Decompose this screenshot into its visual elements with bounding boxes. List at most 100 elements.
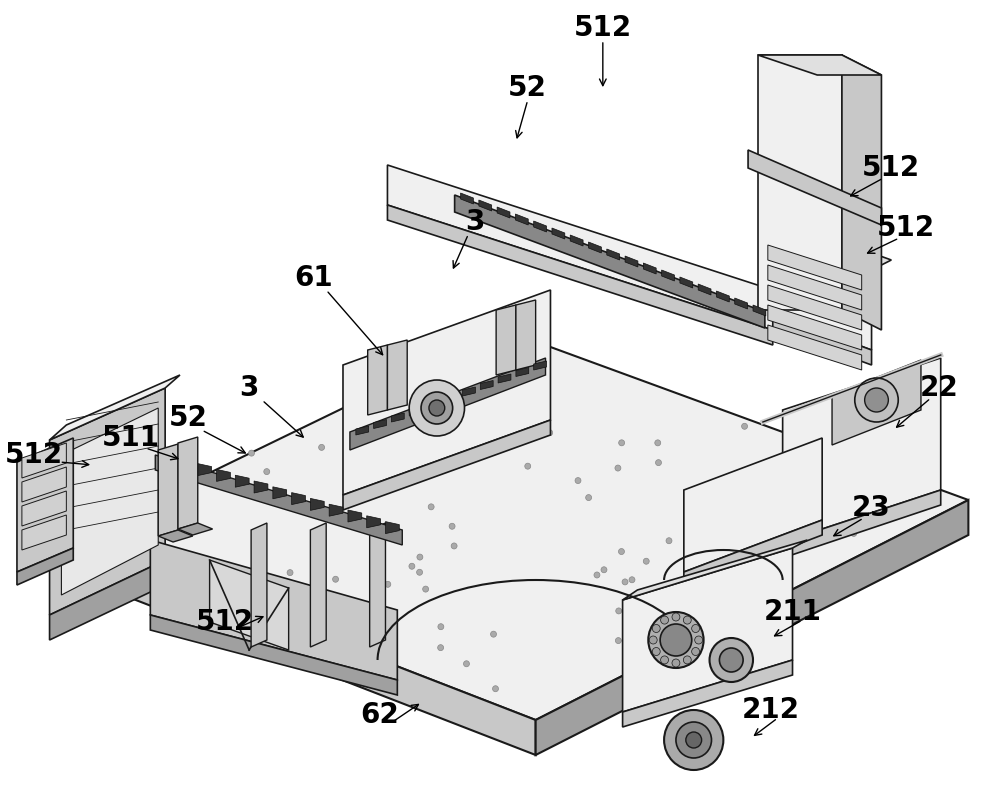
Polygon shape — [455, 195, 765, 328]
Polygon shape — [71, 540, 536, 755]
Circle shape — [683, 656, 691, 664]
Polygon shape — [150, 540, 397, 680]
Circle shape — [710, 638, 753, 682]
Polygon shape — [534, 361, 547, 370]
Polygon shape — [350, 358, 546, 450]
Polygon shape — [480, 380, 493, 389]
Circle shape — [385, 582, 391, 587]
Text: 512: 512 — [195, 608, 253, 636]
Text: 212: 212 — [742, 696, 800, 724]
Polygon shape — [427, 400, 440, 409]
Polygon shape — [570, 235, 583, 246]
Polygon shape — [22, 515, 66, 550]
Polygon shape — [763, 230, 872, 350]
Polygon shape — [515, 214, 528, 225]
Circle shape — [575, 477, 581, 484]
Circle shape — [249, 450, 254, 456]
Polygon shape — [753, 305, 766, 316]
Polygon shape — [374, 420, 386, 429]
Text: 512: 512 — [862, 154, 920, 182]
Circle shape — [421, 392, 453, 424]
Polygon shape — [735, 298, 748, 309]
Polygon shape — [536, 500, 968, 755]
Circle shape — [264, 469, 270, 475]
Circle shape — [615, 465, 621, 471]
Polygon shape — [391, 413, 404, 422]
Polygon shape — [50, 388, 165, 615]
Circle shape — [586, 494, 592, 501]
Circle shape — [661, 616, 669, 624]
Text: 62: 62 — [360, 701, 399, 729]
Polygon shape — [498, 374, 511, 383]
Polygon shape — [763, 310, 872, 365]
Circle shape — [735, 533, 741, 540]
Polygon shape — [479, 200, 492, 211]
Polygon shape — [178, 523, 213, 535]
Polygon shape — [832, 360, 921, 445]
Circle shape — [683, 616, 691, 624]
Text: 3: 3 — [239, 374, 259, 402]
Polygon shape — [680, 277, 693, 288]
Polygon shape — [22, 443, 66, 478]
Polygon shape — [22, 491, 66, 526]
Circle shape — [660, 624, 692, 656]
Polygon shape — [516, 368, 529, 376]
Circle shape — [547, 429, 553, 436]
Circle shape — [493, 383, 499, 388]
Circle shape — [264, 586, 270, 593]
Polygon shape — [61, 408, 158, 595]
Text: 3: 3 — [465, 208, 484, 236]
Polygon shape — [768, 325, 862, 370]
Circle shape — [491, 631, 496, 637]
Polygon shape — [50, 560, 165, 640]
Polygon shape — [768, 245, 862, 290]
Polygon shape — [716, 291, 729, 302]
Circle shape — [348, 522, 354, 528]
Polygon shape — [387, 165, 773, 330]
Polygon shape — [251, 523, 267, 647]
Circle shape — [661, 656, 669, 664]
Circle shape — [649, 636, 657, 644]
Polygon shape — [343, 420, 550, 510]
Circle shape — [672, 659, 680, 667]
Polygon shape — [235, 475, 249, 487]
Polygon shape — [768, 285, 862, 330]
Circle shape — [668, 610, 674, 616]
Polygon shape — [310, 498, 324, 510]
Circle shape — [656, 460, 661, 465]
Polygon shape — [497, 207, 510, 218]
Circle shape — [451, 543, 457, 549]
Text: 22: 22 — [919, 374, 958, 402]
Polygon shape — [71, 330, 968, 720]
Polygon shape — [292, 493, 305, 505]
Circle shape — [444, 465, 450, 471]
Polygon shape — [684, 520, 822, 588]
Polygon shape — [158, 530, 193, 542]
Circle shape — [417, 570, 423, 575]
Circle shape — [643, 558, 649, 564]
Circle shape — [676, 722, 712, 758]
Polygon shape — [758, 55, 881, 75]
Polygon shape — [343, 290, 550, 495]
Circle shape — [267, 611, 272, 617]
Circle shape — [692, 625, 700, 633]
Polygon shape — [160, 452, 174, 464]
Polygon shape — [516, 300, 536, 370]
Polygon shape — [768, 305, 862, 350]
Circle shape — [434, 453, 440, 460]
Circle shape — [464, 661, 469, 666]
Polygon shape — [684, 438, 822, 572]
Polygon shape — [155, 455, 402, 545]
Polygon shape — [356, 426, 369, 435]
Polygon shape — [763, 218, 891, 270]
Polygon shape — [387, 205, 773, 345]
Circle shape — [655, 440, 661, 446]
Polygon shape — [179, 458, 193, 470]
Polygon shape — [623, 540, 807, 600]
Text: 512: 512 — [877, 214, 935, 242]
Circle shape — [525, 463, 531, 469]
Polygon shape — [217, 469, 230, 481]
Circle shape — [865, 388, 888, 412]
Circle shape — [423, 586, 429, 592]
Polygon shape — [17, 438, 73, 572]
